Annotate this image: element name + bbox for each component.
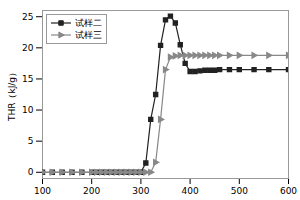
svg-text:0: 0 — [28, 167, 34, 177]
svg-text:THR（kJ/g）: THR（kJ/g） — [7, 68, 17, 122]
svg-text:600: 600 — [280, 186, 297, 196]
svg-text:20: 20 — [22, 43, 34, 53]
svg-text:200: 200 — [83, 186, 100, 196]
svg-text:15: 15 — [22, 74, 33, 84]
html-text:试样二: 试样二 — [75, 18, 102, 28]
svg-text:300: 300 — [132, 186, 149, 196]
svg-text:500: 500 — [231, 186, 248, 196]
svg-text:400: 400 — [182, 186, 199, 196]
svg-text:10: 10 — [22, 105, 34, 115]
svg-text:100: 100 — [34, 186, 51, 196]
svg-text:5: 5 — [28, 136, 34, 146]
svg-text:25: 25 — [22, 12, 33, 22]
html-text:试样三: 试样三 — [75, 30, 102, 40]
